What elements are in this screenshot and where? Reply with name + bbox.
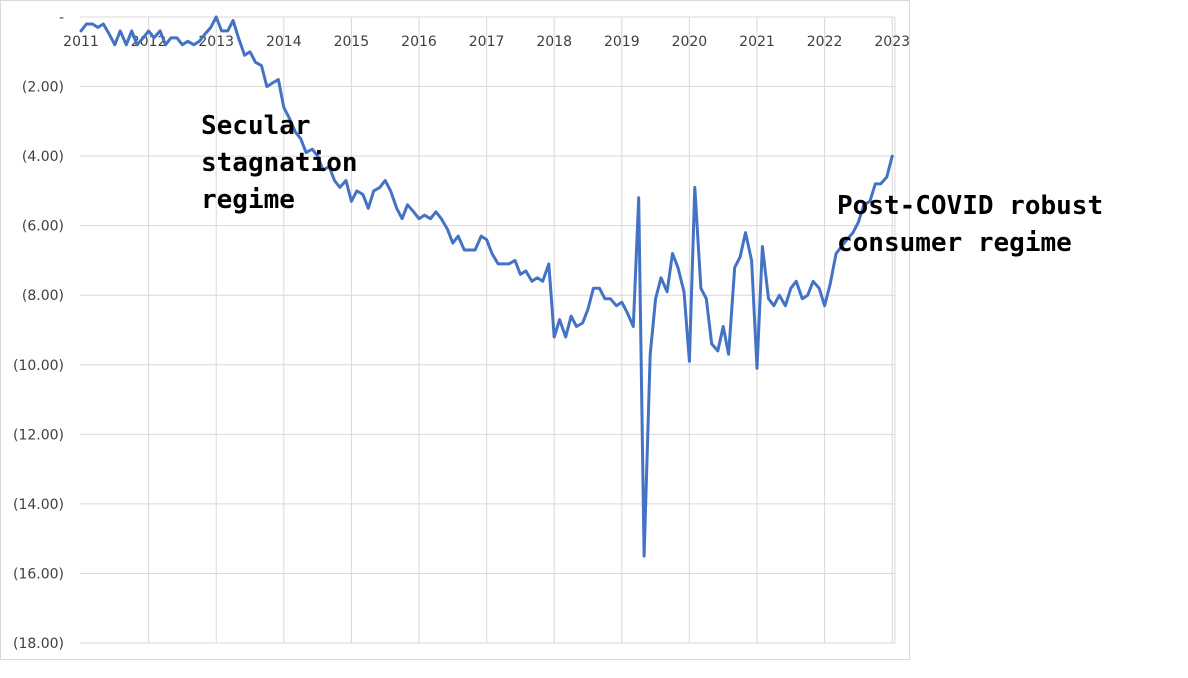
x-tick-label: 2021 [739, 34, 775, 50]
annotation-line: consumer regime [837, 228, 1072, 258]
x-tick-label: 2012 [131, 34, 167, 50]
x-tick-label: 2023 [874, 34, 910, 50]
annotation-line: stagnation [201, 148, 358, 178]
x-tick-label: 2022 [807, 34, 843, 50]
x-tick-label: 2017 [469, 34, 505, 50]
x-tick-label: 2019 [604, 34, 640, 50]
y-tick-label: - [59, 10, 64, 26]
annotation-post-covid: Post-COVID robust consumer regime [837, 191, 1119, 258]
x-tick-label: 2016 [401, 34, 437, 50]
y-tick-label: (18.00) [13, 636, 64, 652]
x-tick-label: 2011 [63, 34, 99, 50]
x-tick-label: 2014 [266, 34, 302, 50]
series-points [80, 16, 893, 557]
y-tick-label: (2.00) [22, 80, 64, 96]
x-gridlines [148, 17, 896, 643]
y-tick-label: (4.00) [22, 149, 64, 165]
x-tick-label: 2018 [536, 34, 572, 50]
y-tick-label: (8.00) [22, 288, 64, 304]
x-axis-tick-labels: 2011 2012 2013 2014 2015 2016 2017 2018 2019 2020… [63, 34, 910, 50]
annotation-line: Post-COVID robust [837, 191, 1103, 221]
plot-frame [0, 0, 910, 660]
y-axis-tick-labels: - (2.00) (4.00) (6.00) (8.00) (10.00) (12.00) (… [13, 10, 64, 652]
y-tick-label: (6.00) [22, 219, 64, 235]
y-tick-label: (16.00) [13, 566, 64, 582]
annotation-line: regime [201, 185, 295, 215]
x-tick-label: 2020 [672, 34, 708, 50]
y-tick-label: (10.00) [13, 358, 64, 374]
annotation-line: Secular [201, 111, 311, 141]
annotation-secular-stagnation: Secular stagnation regime [201, 111, 373, 215]
x-tick-label: 2015 [334, 34, 370, 50]
y-tick-label: (14.00) [13, 497, 64, 513]
y-tick-label: (12.00) [13, 427, 64, 443]
x-tick-label: 2013 [198, 34, 234, 50]
